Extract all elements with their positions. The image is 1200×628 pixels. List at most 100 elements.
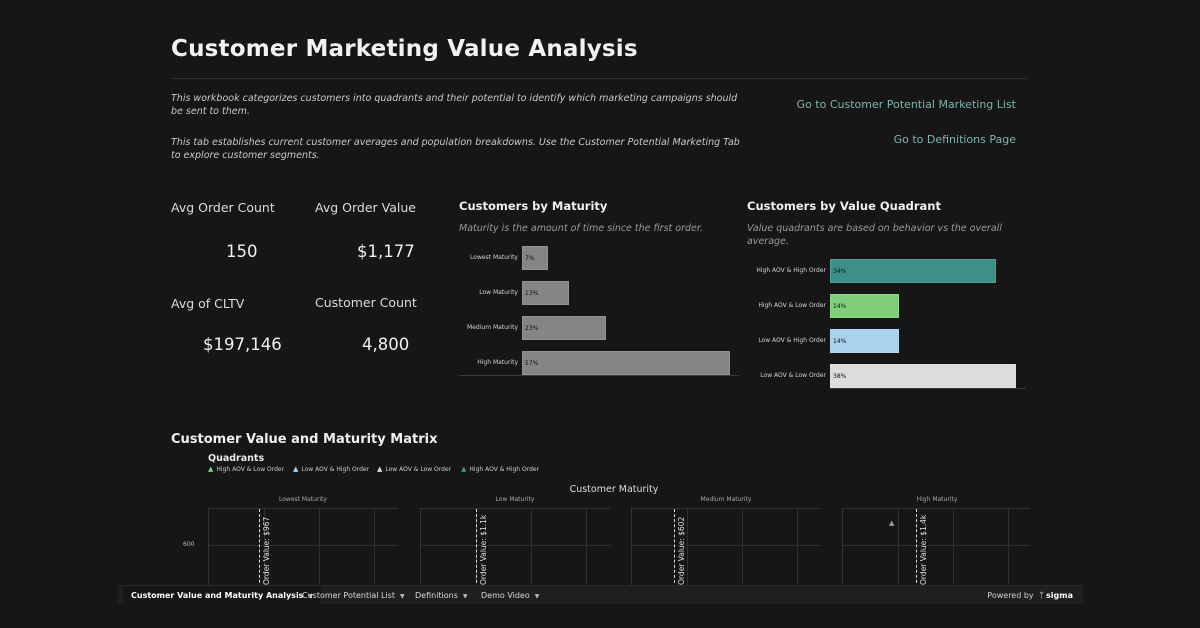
bar-category-label: High AOV & Low Order <box>758 302 826 309</box>
chart-axis-line <box>830 388 1026 389</box>
reference-line-label: Order Value: $1.1k <box>479 514 488 585</box>
kpi-avg-order-count-label: Avg Order Count <box>171 200 275 215</box>
kpi-customer-count-value: 4,800 <box>362 335 410 354</box>
grid-line <box>586 509 587 588</box>
bar-category-label: High AOV & High Order <box>756 267 826 274</box>
sigma-logo-icon: ᛉ <box>1039 591 1045 600</box>
powered-by-sigma[interactable]: Powered by ᛉ sigma <box>987 586 1073 605</box>
reference-line <box>674 509 675 588</box>
kpi-avg-cltv-value: $197,146 <box>203 335 282 354</box>
chevron-down-icon[interactable]: ▼ <box>399 593 405 600</box>
legend-item[interactable]: ▲ Low AOV & High Order <box>293 465 369 473</box>
triangle-icon: ▲ <box>208 465 214 473</box>
brand-name: sigma <box>1046 591 1073 600</box>
grid-line <box>421 545 610 546</box>
page-title: Customer Marketing Value Analysis <box>171 36 638 62</box>
matrix-panel: Order Value: $1.1k <box>420 508 610 588</box>
bar[interactable]: 13% <box>522 281 569 305</box>
reference-line <box>476 509 477 588</box>
tab-customer-potential-list[interactable]: Customer Potential List ▼ <box>294 586 413 605</box>
bar[interactable]: 7% <box>522 246 548 270</box>
kpi-avg-order-value-label: Avg Order Value <box>315 200 416 215</box>
grid-line <box>953 509 954 588</box>
grid-line <box>742 509 743 588</box>
grid-line <box>1008 509 1009 588</box>
powered-by-label: Powered by <box>987 591 1034 600</box>
legend-item[interactable]: ▲ High AOV & Low Order <box>208 465 284 473</box>
bar[interactable]: 14% <box>830 329 899 353</box>
link-definitions-page[interactable]: Go to Definitions Page <box>893 133 1016 146</box>
bar-value-label: 23% <box>525 325 539 332</box>
matrix-panel-label: High Maturity <box>916 496 958 503</box>
bar[interactable]: 14% <box>830 294 899 318</box>
bar-category-label: Medium Maturity <box>467 324 518 331</box>
legend-item[interactable]: ▲ Low AOV & Low Order <box>377 465 451 473</box>
grid-line <box>843 545 1030 546</box>
matrix-panel-label: Low Maturity <box>495 496 535 503</box>
link-customer-potential-list[interactable]: Go to Customer Potential Marketing List <box>796 98 1016 111</box>
bar[interactable]: 34% <box>830 259 996 283</box>
legend-label: High AOV & High Order <box>469 466 540 473</box>
bar-category-label: High Maturity <box>477 359 518 366</box>
bar-value-label: 7% <box>525 255 535 262</box>
tab-definitions[interactable]: Definitions ▼ <box>407 586 476 605</box>
tab-label: Customer Value and Maturity Analysis <box>131 591 304 600</box>
bar-value-label: 13% <box>525 290 539 297</box>
triangle-icon: ▲ <box>461 465 467 473</box>
reference-line-label: Order Value: $602 <box>677 516 686 585</box>
triangle-icon: ▲ <box>377 465 383 473</box>
legend-label: High AOV & Low Order <box>216 466 285 473</box>
chevron-down-icon[interactable]: ▼ <box>462 593 468 600</box>
kpi-avg-order-value-value: $1,177 <box>357 242 415 261</box>
chevron-down-icon[interactable]: ▼ <box>534 593 540 600</box>
bar-value-label: 14% <box>833 338 847 345</box>
reference-line-label: Order Value: $1.4k <box>919 514 928 585</box>
grid-line <box>264 509 265 588</box>
scatter-point[interactable]: ▲ <box>889 519 895 527</box>
matrix-legend-title: Quadrants <box>208 453 265 464</box>
reference-line <box>916 509 917 588</box>
bar-value-label: 34% <box>833 268 847 275</box>
matrix-y-tick: 600 <box>183 541 195 548</box>
matrix-panel-label: Lowest Maturity <box>279 496 327 503</box>
matrix-panel: Order Value: $1.4k <box>842 508 1030 588</box>
kpi-avg-order-count-value: 150 <box>226 242 258 261</box>
grid-line <box>319 509 320 588</box>
reference-line <box>259 509 260 588</box>
tab-label: Definitions <box>415 591 458 600</box>
tab-label: Customer Potential List <box>302 591 395 600</box>
quadrant-chart-subtitle: Value quadrants are based on behavior vs… <box>747 223 1002 247</box>
matrix-column-header: Customer Maturity <box>569 484 659 495</box>
bar-category-label: Lowest Maturity <box>470 254 518 261</box>
grid-line <box>531 509 532 588</box>
bar[interactable]: 57% <box>522 351 730 375</box>
description-tab: This tab establishes current customer av… <box>171 137 740 161</box>
grid-line <box>687 509 688 588</box>
reference-line-label: Order Value: $967 <box>262 516 271 585</box>
bar[interactable]: 23% <box>522 316 606 340</box>
workbook-tab-bar: Customer Value and Maturity Analysis ▼ Cu… <box>118 585 1083 605</box>
matrix-panel: Order Value: $967 <box>208 508 398 588</box>
tab-label: Demo Video <box>481 591 530 600</box>
grid-line <box>209 545 398 546</box>
quadrant-chart-title: Customers by Value Quadrant <box>747 199 941 213</box>
bar[interactable]: 38% <box>830 364 1016 388</box>
kpi-avg-cltv-label: Avg of CLTV <box>171 296 245 311</box>
legend-label: Low AOV & High Order <box>301 466 370 473</box>
maturity-chart-subtitle: Maturity is the amount of time since the… <box>459 223 703 234</box>
bar-category-label: Low AOV & High Order <box>758 337 826 344</box>
bar-value-label: 38% <box>833 373 847 380</box>
grid-line <box>374 509 375 588</box>
chevron-down-icon[interactable]: ▼ <box>308 593 314 600</box>
description-workbook: This workbook categorizes customers into… <box>171 93 738 117</box>
legend-label: Low AOV & Low Order <box>385 466 452 473</box>
triangle-icon: ▲ <box>293 465 299 473</box>
bar-category-label: Low Maturity <box>479 289 518 296</box>
matrix-panel-label: Medium Maturity <box>700 496 752 503</box>
legend-item[interactable]: ▲ High AOV & High Order <box>461 465 539 473</box>
grid-line <box>632 545 821 546</box>
bar-category-label: Low AOV & Low Order <box>760 372 826 379</box>
tab-demo-video[interactable]: Demo Video ▼ <box>473 586 547 605</box>
grid-line <box>797 509 798 588</box>
tab-customer-value-maturity[interactable]: Customer Value and Maturity Analysis ▼ <box>123 586 322 605</box>
